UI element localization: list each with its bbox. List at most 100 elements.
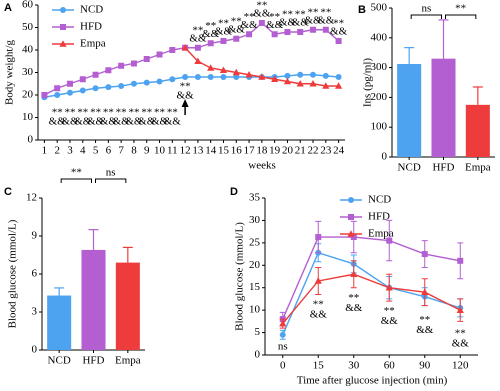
data-point: [309, 79, 317, 87]
significance-mark: &&: [416, 324, 434, 336]
data-point: [156, 51, 163, 58]
y-tick-label: 5: [255, 326, 261, 338]
y-tick-label: 9: [32, 230, 38, 242]
significance-mark: &&: [113, 116, 131, 128]
bar: [465, 104, 490, 157]
data-point: [54, 85, 61, 92]
data-point: [322, 26, 329, 33]
error-cap: [421, 240, 428, 269]
y-tick-label: 300: [371, 61, 388, 73]
y-axis-label: Body weight/g: [4, 39, 16, 105]
data-point: [169, 76, 176, 83]
error-cap: [350, 220, 357, 254]
legend-label: HFD: [368, 211, 390, 223]
data-point: [118, 62, 125, 69]
data-point: [92, 71, 99, 78]
y-tick-label: 30: [249, 214, 261, 226]
legend-marker: [347, 230, 355, 237]
data-point: [457, 257, 464, 264]
data-point: [322, 82, 330, 89]
x-tick-label: 24: [333, 145, 345, 157]
significance-mark: **: [320, 6, 331, 18]
x-tick-label: 5: [93, 145, 99, 157]
significance-mark: **: [154, 107, 165, 119]
y-tick-label: 0: [28, 134, 34, 146]
data-point: [297, 71, 304, 78]
data-point: [245, 70, 253, 78]
significance-mark: **: [282, 9, 293, 21]
significance-mark: **: [333, 18, 344, 30]
significance-bracket: [60, 178, 92, 183]
significance-mark: &&: [330, 26, 348, 38]
data-point: [385, 283, 393, 291]
significance-mark: &&: [310, 309, 328, 321]
data-point: [421, 288, 429, 295]
data-point: [284, 29, 291, 35]
significance-mark: &&: [164, 116, 182, 128]
significance-bracket: [445, 14, 477, 19]
significance-mark: &&: [241, 19, 259, 31]
data-point: [246, 31, 253, 38]
x-tick-label: 14: [205, 145, 217, 157]
x-axis-label: weeks: [248, 160, 276, 172]
x-axis-label: Time after glucose injection (min): [297, 375, 448, 387]
significance-mark: **: [308, 6, 319, 18]
x-tick-label: 8: [131, 145, 137, 157]
x-tick-label: 23: [320, 145, 332, 157]
error-cap: [315, 220, 322, 254]
data-point: [296, 79, 304, 87]
data-point: [220, 38, 227, 44]
data-point: [335, 38, 342, 44]
y-axis-label: Ins (pg/ml): [362, 58, 374, 108]
significance-bracket: [95, 178, 127, 183]
significance-mark: &&: [151, 116, 169, 128]
y-tick-label: 25: [249, 236, 261, 248]
y-tick-label: 15: [249, 281, 261, 293]
legend-marker: [348, 197, 354, 203]
y-tick-label: 0: [255, 349, 261, 361]
error-cap: [457, 242, 464, 280]
x-tick-label: 16: [231, 145, 243, 157]
x-tick-label: 18: [256, 145, 268, 157]
significance-mark: **: [384, 305, 395, 317]
x-tick-label: 30: [348, 360, 360, 372]
significance-mark: **: [52, 107, 63, 119]
x-tick-label: Empa: [115, 355, 141, 367]
data-point: [118, 83, 125, 89]
data-point: [105, 67, 112, 74]
significance-mark: &&: [452, 338, 470, 350]
y-tick-label: 20: [22, 89, 34, 101]
x-tick-label: 19: [269, 145, 281, 157]
x-tick-label: 15: [313, 360, 325, 372]
y-tick-label: 100: [371, 121, 388, 133]
y-tick-label: 40: [22, 44, 34, 56]
significance-mark: **: [77, 107, 88, 119]
data-point: [258, 73, 266, 80]
x-tick-label: 17: [244, 145, 256, 157]
significance-mark: &&: [74, 116, 92, 128]
significance-mark: **: [205, 20, 216, 32]
significance-mark: &&: [266, 19, 284, 31]
error-cap: [457, 298, 464, 322]
x-tick-label: NCD: [48, 355, 71, 367]
significance-mark: &&: [125, 116, 143, 128]
bar: [115, 262, 140, 350]
x-tick-label: 22: [308, 145, 319, 157]
y-tick-label: 3: [32, 306, 38, 318]
panel-letter: B: [358, 4, 366, 16]
significance-mark: **: [90, 107, 101, 119]
legend-marker: [60, 7, 66, 13]
y-tick-label: 30: [22, 66, 34, 78]
significance-mark: **: [141, 107, 152, 119]
y-tick-label: 10: [22, 111, 34, 123]
data-point: [271, 75, 279, 83]
bar: [47, 295, 72, 350]
significance-mark: **: [313, 299, 324, 311]
x-tick-label: 9: [144, 145, 150, 157]
error-cap: [315, 267, 322, 295]
legend-label: HFD: [80, 21, 102, 33]
x-tick-label: 1: [42, 145, 48, 157]
data-point: [207, 74, 214, 80]
y-tick-label: 20: [249, 259, 261, 271]
data-point: [456, 306, 464, 313]
